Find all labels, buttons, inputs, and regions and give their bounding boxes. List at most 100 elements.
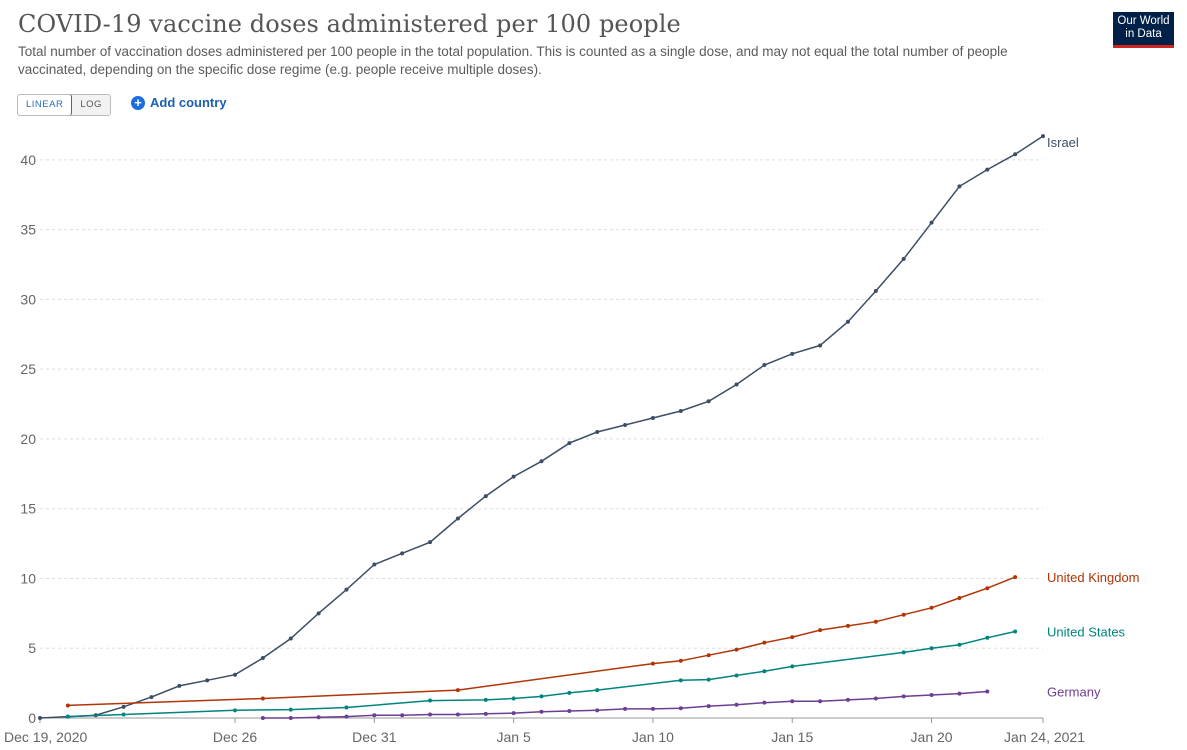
logo-line-1: Our World (1117, 15, 1170, 27)
chart-subtitle: Total number of vaccination doses admini… (18, 44, 1008, 77)
data-point (344, 705, 349, 710)
y-tick-label: 25 (20, 361, 36, 377)
data-point (873, 619, 878, 624)
owid-logo[interactable]: Our World in Data (1113, 12, 1174, 48)
data-point (929, 220, 934, 225)
data-point (901, 650, 906, 655)
data-point (706, 399, 711, 404)
data-point (762, 640, 767, 645)
data-point (873, 289, 878, 294)
x-tick-label: Dec 19, 2020 (4, 729, 87, 745)
data-point (623, 706, 628, 711)
x-tick-label: Jan 24, 2021 (1004, 729, 1085, 745)
data-point (511, 474, 516, 479)
data-point (762, 700, 767, 705)
data-point (372, 713, 377, 718)
data-point (260, 696, 265, 701)
data-point (678, 706, 683, 711)
chart-title: COVID-19 vaccine doses administered per … (18, 10, 681, 38)
data-point (483, 711, 488, 716)
data-point (483, 494, 488, 499)
log-scale-button[interactable]: LOG (72, 95, 110, 115)
data-point (901, 694, 906, 699)
data-point (400, 551, 405, 556)
data-point (344, 587, 349, 592)
data-point (455, 712, 460, 717)
data-point (818, 343, 823, 348)
data-point (623, 422, 628, 427)
data-point (901, 256, 906, 261)
data-point (511, 711, 516, 716)
data-point (985, 167, 990, 172)
data-point (818, 699, 823, 704)
data-point (790, 635, 795, 640)
data-point (428, 698, 433, 703)
data-point (1041, 134, 1045, 139)
data-point (845, 697, 850, 702)
data-point (790, 699, 795, 704)
data-point (65, 714, 70, 719)
data-point (985, 689, 990, 694)
series-label: United States (1047, 624, 1126, 639)
data-point (260, 716, 265, 720)
data-point (957, 596, 962, 600)
data-point (734, 647, 739, 652)
data-point (985, 635, 990, 640)
series-label: United Kingdom (1047, 570, 1140, 585)
series-label: Germany (1047, 684, 1101, 699)
data-point (650, 706, 655, 711)
data-point (455, 516, 460, 521)
data-point (539, 694, 544, 699)
linear-scale-button[interactable]: LINEAR (17, 95, 73, 115)
data-point (1013, 575, 1018, 580)
data-point (233, 708, 238, 713)
data-point (567, 441, 572, 446)
data-point (344, 714, 349, 719)
series-line-united-kingdom (67, 576, 1016, 707)
add-country-button[interactable]: + Add country (131, 95, 227, 110)
data-point (845, 319, 850, 324)
data-point (957, 691, 962, 696)
series-label: Israel (1047, 135, 1079, 150)
data-point (929, 646, 934, 651)
logo-line-2: in Data (1125, 28, 1162, 40)
data-point (65, 703, 70, 708)
data-point (901, 612, 906, 617)
data-point (957, 184, 962, 189)
data-point (233, 672, 238, 677)
data-point (595, 708, 600, 713)
logo-red-bar (1113, 45, 1174, 48)
y-tick-label: 0 (28, 710, 36, 726)
y-tick-label: 20 (20, 431, 36, 447)
data-point (734, 673, 739, 678)
data-point (762, 362, 767, 367)
series-line-israel (39, 135, 1044, 719)
x-tick-label: Jan 10 (632, 729, 674, 745)
add-country-label: Add country (150, 95, 227, 110)
data-point (372, 562, 377, 567)
data-point (511, 696, 516, 701)
data-point (929, 605, 934, 610)
data-point (985, 586, 990, 591)
series-line-united-states (67, 630, 1016, 718)
data-point (790, 351, 795, 356)
data-point (288, 636, 293, 641)
data-point (567, 709, 572, 714)
plus-circle-icon: + (131, 95, 145, 110)
data-point (957, 642, 962, 647)
data-point (288, 716, 293, 720)
data-point (734, 702, 739, 707)
data-point (400, 713, 405, 718)
data-point (678, 678, 683, 683)
data-point (428, 712, 433, 717)
data-point (455, 688, 460, 693)
data-point (929, 692, 934, 697)
x-tick-label: Jan 15 (771, 729, 813, 745)
data-point (845, 623, 850, 628)
scale-toggle: LINEAR LOG (17, 94, 111, 116)
data-point (595, 429, 600, 434)
y-tick-label: 35 (20, 222, 36, 238)
y-tick-label: 40 (20, 152, 36, 168)
data-point (288, 707, 293, 712)
data-point (818, 628, 823, 633)
